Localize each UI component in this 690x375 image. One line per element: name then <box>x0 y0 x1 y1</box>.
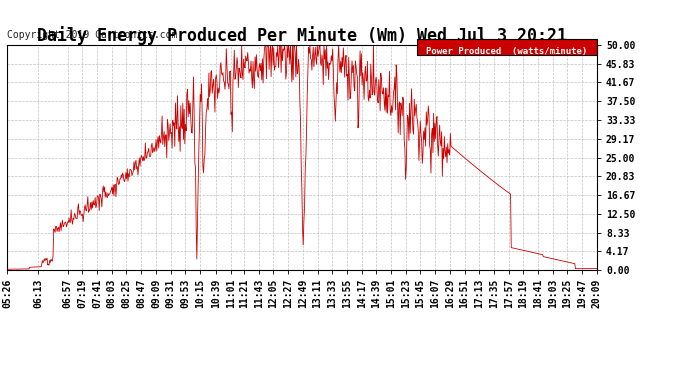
FancyBboxPatch shape <box>417 39 597 55</box>
Text: Copyright 2019 Cartronics.com: Copyright 2019 Cartronics.com <box>7 30 177 40</box>
Text: Power Produced  (watts/minute): Power Produced (watts/minute) <box>426 46 587 56</box>
Title: Daily Energy Produced Per Minute (Wm) Wed Jul 3 20:21: Daily Energy Produced Per Minute (Wm) We… <box>37 26 567 45</box>
